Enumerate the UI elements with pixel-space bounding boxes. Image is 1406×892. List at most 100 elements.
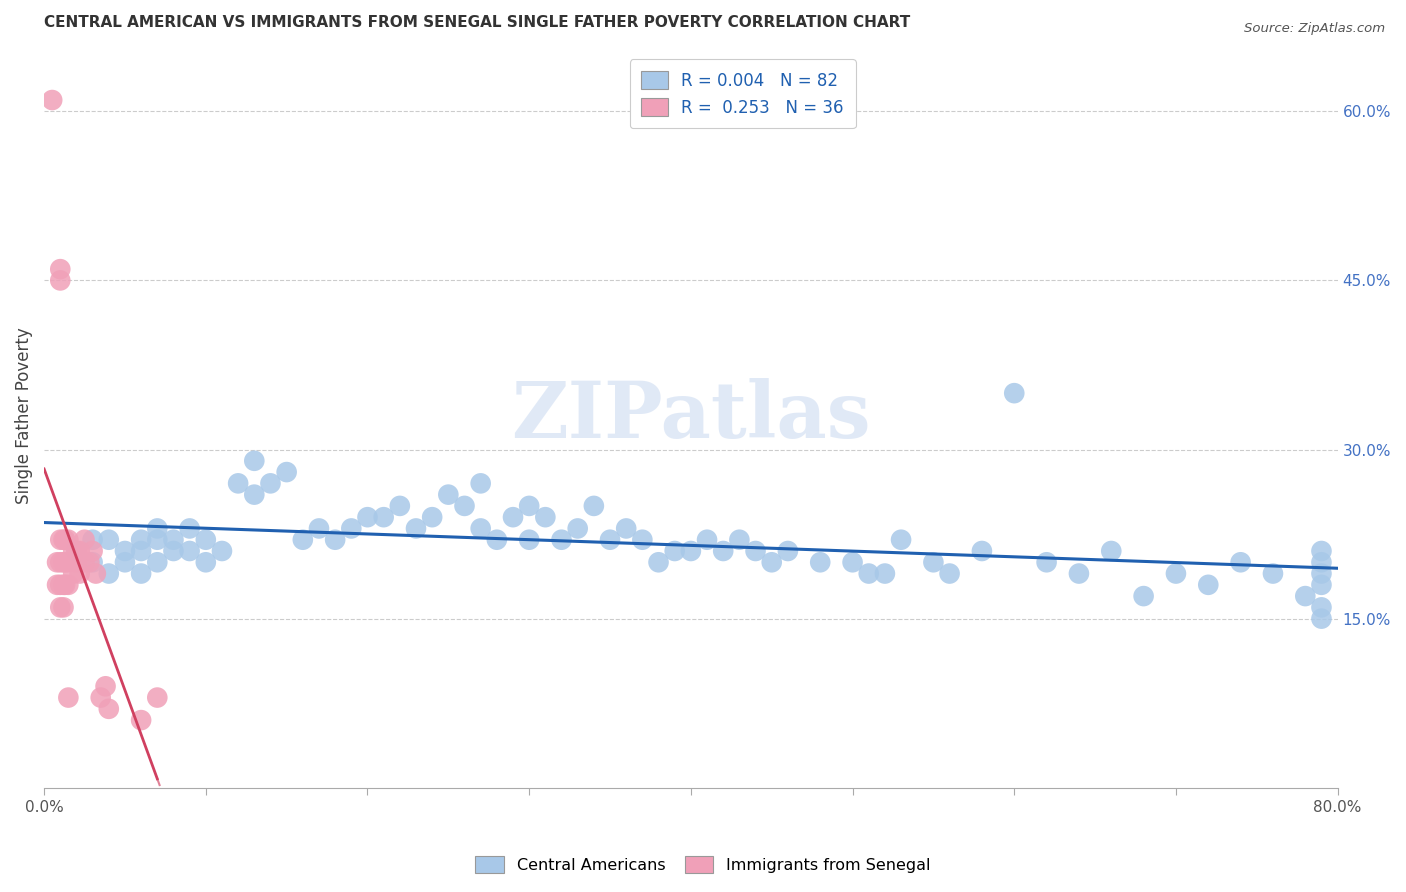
Point bbox=[194, 533, 217, 547]
Point bbox=[129, 566, 152, 581]
Point bbox=[1164, 566, 1187, 581]
Point bbox=[1002, 386, 1025, 401]
Point bbox=[323, 533, 346, 547]
Point bbox=[129, 544, 152, 558]
Point bbox=[69, 544, 91, 558]
Point bbox=[94, 679, 117, 693]
Point bbox=[114, 555, 136, 569]
Point bbox=[259, 476, 281, 491]
Point bbox=[1067, 566, 1090, 581]
Point bbox=[194, 555, 217, 569]
Point bbox=[52, 600, 75, 615]
Point bbox=[890, 533, 912, 547]
Point bbox=[1229, 555, 1251, 569]
Point bbox=[179, 544, 201, 558]
Point bbox=[49, 600, 72, 615]
Legend: R = 0.004   N = 82, R =  0.253   N = 36: R = 0.004 N = 82, R = 0.253 N = 36 bbox=[630, 60, 855, 128]
Point bbox=[711, 544, 734, 558]
Text: Source: ZipAtlas.com: Source: ZipAtlas.com bbox=[1244, 22, 1385, 36]
Point bbox=[90, 690, 112, 705]
Point bbox=[696, 533, 718, 547]
Point bbox=[52, 555, 75, 569]
Point bbox=[858, 566, 880, 581]
Point bbox=[776, 544, 799, 558]
Point bbox=[49, 555, 72, 569]
Point bbox=[534, 510, 557, 524]
Point bbox=[226, 476, 249, 491]
Point bbox=[1310, 612, 1333, 626]
Point bbox=[517, 533, 540, 547]
Point bbox=[146, 555, 169, 569]
Point bbox=[679, 544, 702, 558]
Point bbox=[647, 555, 669, 569]
Point bbox=[58, 690, 80, 705]
Point bbox=[485, 533, 508, 547]
Point bbox=[405, 521, 427, 535]
Point bbox=[470, 521, 492, 535]
Point bbox=[62, 544, 84, 558]
Point bbox=[502, 510, 524, 524]
Point bbox=[631, 533, 654, 547]
Point bbox=[388, 499, 411, 513]
Point bbox=[146, 690, 169, 705]
Point bbox=[470, 476, 492, 491]
Point bbox=[46, 555, 69, 569]
Point bbox=[82, 544, 104, 558]
Point bbox=[82, 555, 104, 569]
Point bbox=[420, 510, 443, 524]
Text: CENTRAL AMERICAN VS IMMIGRANTS FROM SENEGAL SINGLE FATHER POVERTY CORRELATION CH: CENTRAL AMERICAN VS IMMIGRANTS FROM SENE… bbox=[44, 15, 910, 30]
Point bbox=[49, 578, 72, 592]
Point bbox=[53, 533, 76, 547]
Point bbox=[291, 533, 314, 547]
Point bbox=[276, 465, 298, 479]
Point bbox=[129, 713, 152, 727]
Point bbox=[73, 555, 96, 569]
Point bbox=[97, 566, 120, 581]
Point bbox=[243, 488, 266, 502]
Point bbox=[243, 454, 266, 468]
Text: ZIPatlas: ZIPatlas bbox=[510, 377, 870, 454]
Point bbox=[582, 499, 605, 513]
Point bbox=[841, 555, 863, 569]
Point bbox=[1310, 544, 1333, 558]
Point bbox=[599, 533, 621, 547]
Point bbox=[53, 578, 76, 592]
Point bbox=[84, 566, 107, 581]
Point bbox=[1310, 578, 1333, 592]
Point bbox=[53, 555, 76, 569]
Point bbox=[550, 533, 572, 547]
Point bbox=[356, 510, 378, 524]
Point bbox=[808, 555, 831, 569]
Point bbox=[664, 544, 686, 558]
Point bbox=[146, 533, 169, 547]
Point bbox=[744, 544, 766, 558]
Point bbox=[65, 555, 87, 569]
Point bbox=[614, 521, 637, 535]
Point bbox=[52, 578, 75, 592]
Point bbox=[97, 702, 120, 716]
Point bbox=[437, 488, 460, 502]
Point bbox=[308, 521, 330, 535]
Point bbox=[1099, 544, 1122, 558]
Point bbox=[517, 499, 540, 513]
Legend: Central Americans, Immigrants from Senegal: Central Americans, Immigrants from Seneg… bbox=[470, 849, 936, 880]
Point bbox=[58, 578, 80, 592]
Point bbox=[114, 544, 136, 558]
Point bbox=[58, 555, 80, 569]
Point bbox=[179, 521, 201, 535]
Point bbox=[340, 521, 363, 535]
Point bbox=[65, 544, 87, 558]
Point bbox=[97, 533, 120, 547]
Point bbox=[62, 566, 84, 581]
Point bbox=[970, 544, 993, 558]
Point bbox=[82, 533, 104, 547]
Point bbox=[162, 544, 184, 558]
Point bbox=[46, 578, 69, 592]
Point bbox=[873, 566, 896, 581]
Point bbox=[453, 499, 475, 513]
Point bbox=[211, 544, 233, 558]
Point bbox=[41, 93, 63, 107]
Point bbox=[761, 555, 783, 569]
Point bbox=[1035, 555, 1057, 569]
Point bbox=[162, 533, 184, 547]
